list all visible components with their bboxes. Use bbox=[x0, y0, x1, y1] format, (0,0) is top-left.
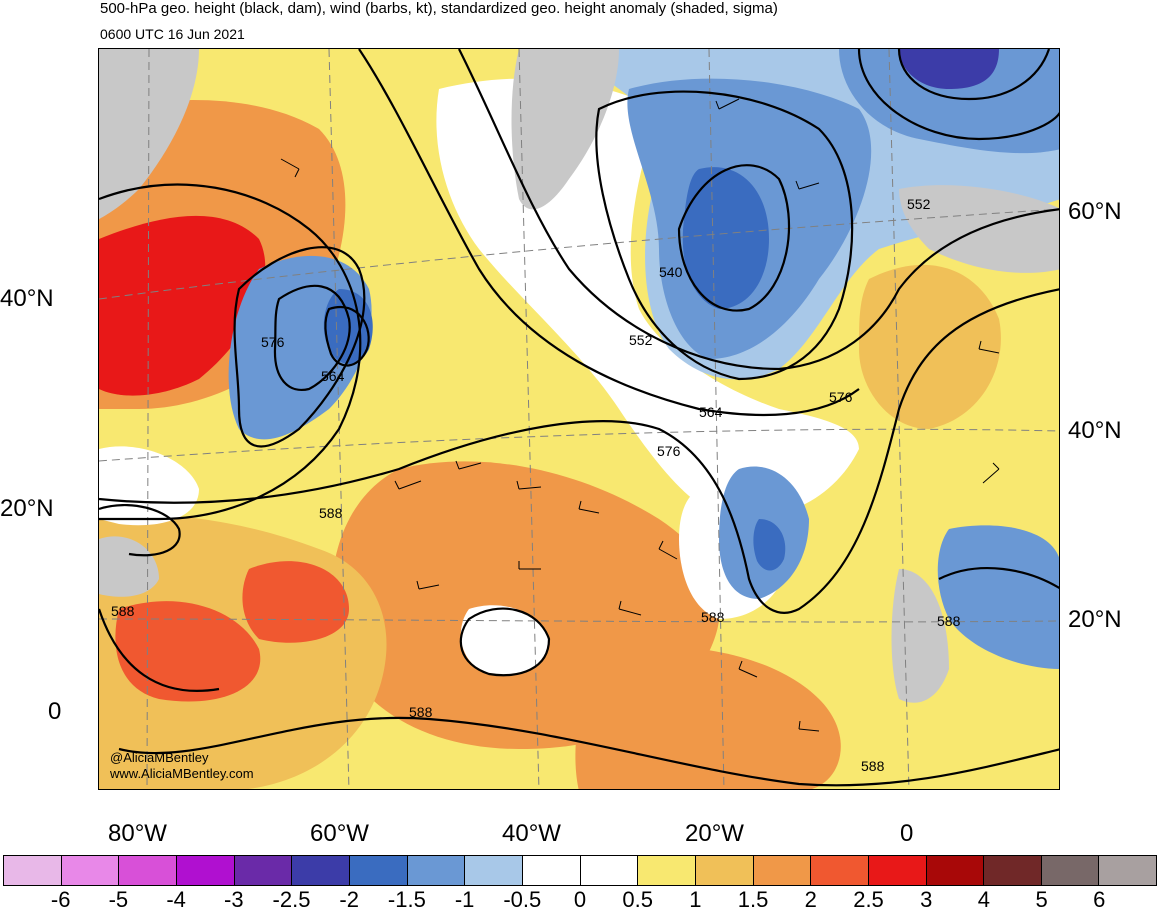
lat-label-right-40n: 40°N bbox=[1068, 417, 1122, 444]
contour-label: 564 bbox=[321, 368, 345, 384]
contour-label: 576 bbox=[657, 443, 681, 459]
anomaly-map: 576 564 540 552 564 576 588 588 588 588 … bbox=[99, 49, 1059, 789]
colorbar-tick-label: -1 bbox=[454, 887, 475, 912]
colorbar-tick-label: -6 bbox=[50, 887, 71, 912]
colorbar-tick-label: -3 bbox=[224, 887, 244, 912]
gray-mask-africa bbox=[891, 569, 949, 703]
colorbar-tick-label: 4 bbox=[977, 887, 991, 912]
colorbar-swatch bbox=[176, 856, 235, 885]
contour-label: 576 bbox=[261, 334, 285, 350]
wind-barbs bbox=[280, 98, 1000, 732]
contour-label: 588 bbox=[319, 505, 343, 521]
colorbar-tick-label: 6 bbox=[1093, 887, 1106, 912]
colorbar-tick-label: -2 bbox=[339, 887, 359, 912]
map-panel: 576 564 540 552 564 576 588 588 588 588 … bbox=[98, 48, 1060, 790]
contour-label: 588 bbox=[937, 613, 961, 629]
contour-label-group: 576 564 540 552 564 576 588 588 588 588 … bbox=[111, 196, 961, 774]
colorbar-swatch bbox=[349, 856, 408, 885]
map-title: 500-hPa geo. height (black, dam), wind (… bbox=[100, 0, 778, 17]
lon-label-0: 0 bbox=[900, 820, 914, 847]
anomaly-region-red-caribbean-2 bbox=[242, 561, 349, 643]
colorbar-swatch bbox=[61, 856, 120, 885]
contour-label: 564 bbox=[699, 404, 723, 420]
colorbar-swatch bbox=[638, 856, 696, 885]
colorbar-swatch bbox=[984, 856, 1042, 885]
colorbar-swatch bbox=[695, 856, 754, 885]
colorbar-swatch bbox=[4, 856, 62, 885]
lat-label-right-20n: 20°N bbox=[1068, 606, 1122, 633]
colorbar-swatch bbox=[522, 856, 581, 885]
colorbar-tick-label: -4 bbox=[166, 887, 186, 912]
lat-label-left-20n: 20°N bbox=[0, 495, 54, 522]
contour-label: 588 bbox=[111, 603, 135, 619]
lon-label-80w: 80°W bbox=[108, 820, 167, 847]
colorbar-tick-label: -2.5 bbox=[272, 887, 311, 912]
gray-mask-greenland bbox=[511, 49, 619, 210]
graticule bbox=[99, 49, 1059, 789]
anomaly-region-blue-core bbox=[682, 167, 769, 309]
colorbar-tick-label: -1.5 bbox=[387, 887, 426, 912]
gray-mask-mexico bbox=[99, 536, 159, 597]
colorbar-tick-label: 5 bbox=[1035, 887, 1048, 912]
valid-time: 0600 UTC 16 Jun 2021 bbox=[100, 26, 245, 42]
colorbar-swatch bbox=[868, 856, 927, 885]
colorbar-swatch bbox=[753, 856, 812, 885]
colorbar-tick-label: -0.5 bbox=[503, 887, 542, 912]
colorbar bbox=[3, 855, 1157, 886]
colorbar-tick-label: 0.5 bbox=[622, 887, 653, 912]
credit-website: www.AliciaMBentley.com bbox=[110, 766, 254, 781]
contour-label: 576 bbox=[829, 389, 853, 405]
height-contours bbox=[99, 49, 1059, 787]
colorbar-swatch bbox=[119, 856, 177, 885]
colorbar-tick-label: -5 bbox=[108, 887, 129, 912]
lon-label-40w: 40°W bbox=[502, 820, 561, 847]
colorbar-swatch bbox=[1041, 856, 1100, 885]
colorbar-swatch bbox=[465, 856, 523, 885]
lon-label-20w: 20°W bbox=[685, 820, 744, 847]
colorbar-tick-label: 1 bbox=[689, 887, 702, 912]
credit-handle: @AliciaMBentley bbox=[110, 750, 209, 765]
lat-label-left-0: 0 bbox=[48, 698, 62, 725]
anomaly-region-orange-europe bbox=[859, 264, 1001, 429]
lon-label-60w: 60°W bbox=[310, 820, 369, 847]
contour-label: 588 bbox=[701, 609, 725, 625]
contour-label: 588 bbox=[409, 704, 433, 720]
anomaly-region-orange-south bbox=[575, 646, 841, 789]
colorbar-swatch bbox=[580, 856, 639, 885]
colorbar-tick-label: 1.5 bbox=[737, 887, 769, 912]
lat-label-right-60n: 60°N bbox=[1068, 198, 1122, 225]
contour-label: 552 bbox=[629, 332, 653, 348]
anomaly-region-darkblue-ne bbox=[899, 49, 999, 89]
colorbar-swatch bbox=[234, 856, 293, 885]
anomaly-region-red-caribbean bbox=[115, 601, 261, 702]
colorbar-swatch bbox=[811, 856, 869, 885]
contour-label: 540 bbox=[659, 264, 683, 280]
colorbar-tick-label: 3 bbox=[920, 887, 933, 912]
colorbar-tick-label: 2.5 bbox=[853, 887, 884, 912]
contour-label: 552 bbox=[907, 196, 931, 212]
anomaly-region-white-subtrop bbox=[460, 605, 549, 676]
anomaly-region-blue-africa bbox=[937, 525, 1059, 669]
colorbar-swatch bbox=[926, 856, 985, 885]
colorbar-swatch bbox=[1099, 856, 1157, 885]
colorbar-tick-label: 0 bbox=[573, 887, 587, 912]
colorbar-swatch bbox=[407, 856, 466, 885]
contour-label: 588 bbox=[861, 758, 885, 774]
anomaly-region-red-nw bbox=[99, 215, 266, 396]
lat-label-left-40n: 40°N bbox=[0, 285, 54, 312]
anomaly-region-blue-ne bbox=[839, 49, 1059, 154]
colorbar-tick-label: 2 bbox=[804, 887, 817, 912]
colorbar-swatch bbox=[292, 856, 350, 885]
anomaly-region-darkblue-iberia bbox=[753, 519, 786, 571]
